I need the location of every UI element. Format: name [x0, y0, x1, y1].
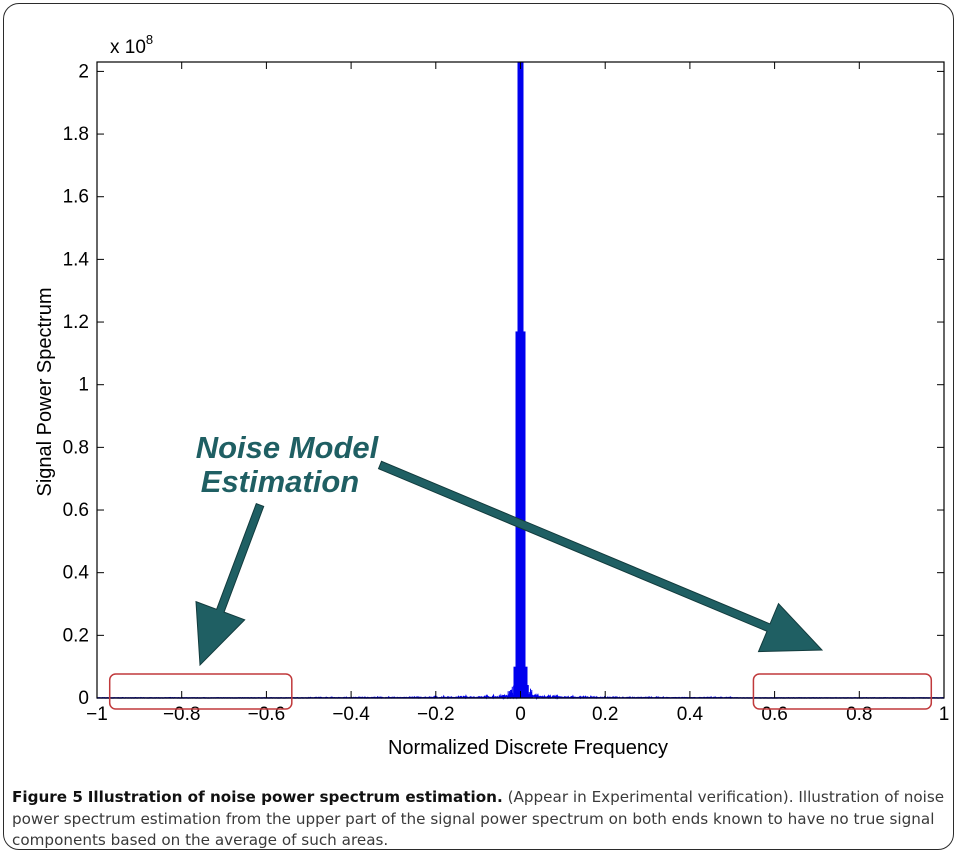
- caption-body: (Appear in Experimental verification). I…: [12, 788, 945, 849]
- arrow-to-right-region: [377, 460, 824, 653]
- noise-region-right-box: [752, 673, 933, 710]
- figure-frame: [3, 3, 954, 850]
- y-tick-label: 0.8: [63, 437, 89, 458]
- y-tick-label: 0.4: [63, 563, 90, 584]
- x-tick-label: 0.6: [761, 704, 787, 725]
- caption-figure-label: Figure 5: [12, 788, 83, 806]
- power-spectrum-chart: 0 0.2 0.4 0.6 0.8 1 1.2 1.4 1.6 1.8 2 −1 −0.8 −0.6 −0…: [34, 32, 950, 759]
- arrow-to-left-region: [195, 502, 265, 667]
- y-axis-label: Signal Power Spectrum: [34, 288, 56, 497]
- y-tick-label: 2: [78, 61, 89, 82]
- x-tick-label: 0.2: [592, 704, 618, 725]
- x-tick-label: −0.8: [163, 704, 201, 725]
- y-tick-label: 1: [78, 375, 89, 396]
- x-tick-label: 0.4: [677, 704, 704, 725]
- noise-region-left-box: [108, 673, 293, 710]
- y-multiplier-label: x 108: [110, 32, 153, 58]
- x-tick-label: 0: [515, 704, 526, 725]
- y-axis-ticks: 0 0.2 0.4 0.6 0.8 1 1.2 1.4 1.6 1.8 2: [63, 61, 944, 709]
- x-tick-label: −0.4: [332, 704, 370, 725]
- y-tick-label: 0.2: [63, 625, 89, 646]
- noise-regions: [108, 673, 933, 710]
- annotation-arrows: [195, 460, 824, 667]
- x-tick-label: 1: [939, 704, 950, 725]
- y-tick-label: 0: [78, 688, 89, 709]
- x-tick-label: −0.2: [417, 704, 455, 725]
- spectrum-secondary-peak: [515, 331, 526, 698]
- y-tick-label: 0.6: [63, 500, 89, 521]
- figure-caption: Figure 5 Illustration of noise power spe…: [12, 787, 947, 852]
- y-tick-label: 1.2: [63, 312, 89, 333]
- y-tick-label: 1.8: [63, 124, 89, 145]
- spectrum-peak-base: [513, 666, 528, 698]
- annotation-line-2: Estimation: [201, 464, 359, 499]
- x-tick-label: −0.6: [248, 704, 286, 725]
- plot-area-border: [96, 61, 945, 699]
- y-tick-label: 1.4: [63, 249, 90, 270]
- x-tick-label: −1: [86, 704, 108, 725]
- annotation-line-1: Noise Model: [196, 430, 380, 465]
- caption-title: Illustration of noise power spectrum est…: [87, 788, 503, 806]
- x-tick-label: 0.8: [846, 704, 872, 725]
- x-axis-label: Normalized Discrete Frequency: [388, 737, 668, 759]
- y-tick-label: 1.6: [63, 187, 89, 208]
